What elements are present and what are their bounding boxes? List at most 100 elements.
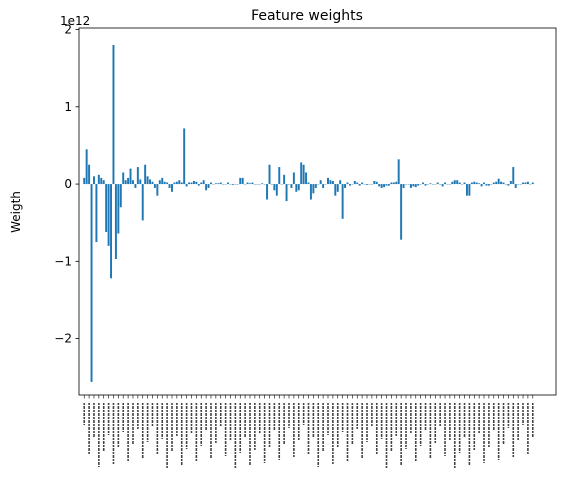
bar <box>397 159 400 185</box>
bar <box>329 180 332 185</box>
bar <box>319 180 322 185</box>
bar <box>292 172 295 185</box>
bar <box>122 172 125 185</box>
bar <box>314 184 317 188</box>
bar <box>251 182 254 185</box>
bar <box>173 182 176 185</box>
bar <box>202 180 205 185</box>
bar <box>273 184 276 191</box>
plot-frame <box>78 27 557 396</box>
bar <box>378 184 381 187</box>
bar <box>163 181 166 185</box>
bar <box>358 184 361 186</box>
bar <box>465 184 468 196</box>
bar <box>95 184 98 243</box>
bar <box>441 184 444 187</box>
bar <box>353 180 356 185</box>
bar <box>526 181 529 185</box>
bar <box>361 182 364 185</box>
bar <box>219 182 222 185</box>
bar <box>436 182 439 185</box>
bar <box>261 183 264 185</box>
bar <box>524 182 527 185</box>
bar <box>114 184 117 260</box>
y-tick-label: 2 <box>64 23 72 37</box>
bar <box>331 180 334 185</box>
bar <box>285 184 288 202</box>
bar <box>161 177 164 185</box>
y-offset-label: 1e12 <box>60 14 90 28</box>
bar <box>400 184 403 240</box>
bar <box>185 184 188 187</box>
bar <box>151 181 154 185</box>
bar <box>463 182 466 185</box>
y-tick-label: 0 <box>64 177 72 191</box>
bar <box>424 184 427 186</box>
bar <box>422 182 425 185</box>
bar <box>453 180 456 185</box>
bar <box>290 184 293 188</box>
bar <box>334 184 337 196</box>
bar <box>249 183 251 185</box>
bar <box>195 181 198 185</box>
bar <box>129 168 132 185</box>
bar <box>412 184 415 187</box>
bar <box>444 182 446 185</box>
bar <box>241 177 244 185</box>
bar <box>458 182 461 185</box>
bar <box>414 184 417 188</box>
bar <box>146 176 149 185</box>
bar <box>85 149 88 185</box>
bar <box>502 182 505 185</box>
bar <box>302 164 305 185</box>
bar <box>344 184 347 188</box>
bar <box>456 180 459 185</box>
bar <box>409 184 412 188</box>
bar <box>522 182 524 185</box>
bar <box>171 184 173 192</box>
bar <box>500 181 503 185</box>
bar <box>97 174 100 185</box>
bar <box>136 167 139 185</box>
bar <box>514 184 517 188</box>
bar <box>480 184 483 187</box>
bar <box>417 184 420 186</box>
bar <box>190 182 193 185</box>
bar <box>83 177 86 185</box>
bar <box>395 181 398 185</box>
bar <box>205 184 208 191</box>
bar <box>214 183 217 185</box>
bar <box>470 182 473 185</box>
bar <box>210 182 212 185</box>
y-tick-label: 1 <box>64 100 72 114</box>
bar <box>473 181 476 185</box>
bar <box>485 184 488 186</box>
bar <box>468 184 471 196</box>
y-axis-label: Weigth <box>9 191 23 233</box>
bar <box>132 180 134 185</box>
x-axis-ticks <box>83 395 534 469</box>
bar <box>392 182 395 185</box>
bar <box>88 164 91 185</box>
bar <box>105 184 108 232</box>
bar <box>387 184 390 186</box>
bar <box>93 176 95 185</box>
bar <box>112 45 115 185</box>
bar <box>207 184 210 188</box>
bar <box>483 182 485 185</box>
bar <box>153 184 156 188</box>
bar <box>124 180 127 185</box>
bar <box>348 184 351 186</box>
bar <box>192 180 195 185</box>
bar <box>197 184 200 186</box>
bar <box>90 184 93 382</box>
bars <box>83 45 534 382</box>
bar <box>478 183 481 185</box>
bar <box>134 184 137 188</box>
bar <box>175 181 178 185</box>
bar <box>305 172 308 185</box>
bar <box>295 184 298 192</box>
bar <box>117 184 120 234</box>
bar <box>180 182 183 185</box>
bar <box>139 179 142 185</box>
